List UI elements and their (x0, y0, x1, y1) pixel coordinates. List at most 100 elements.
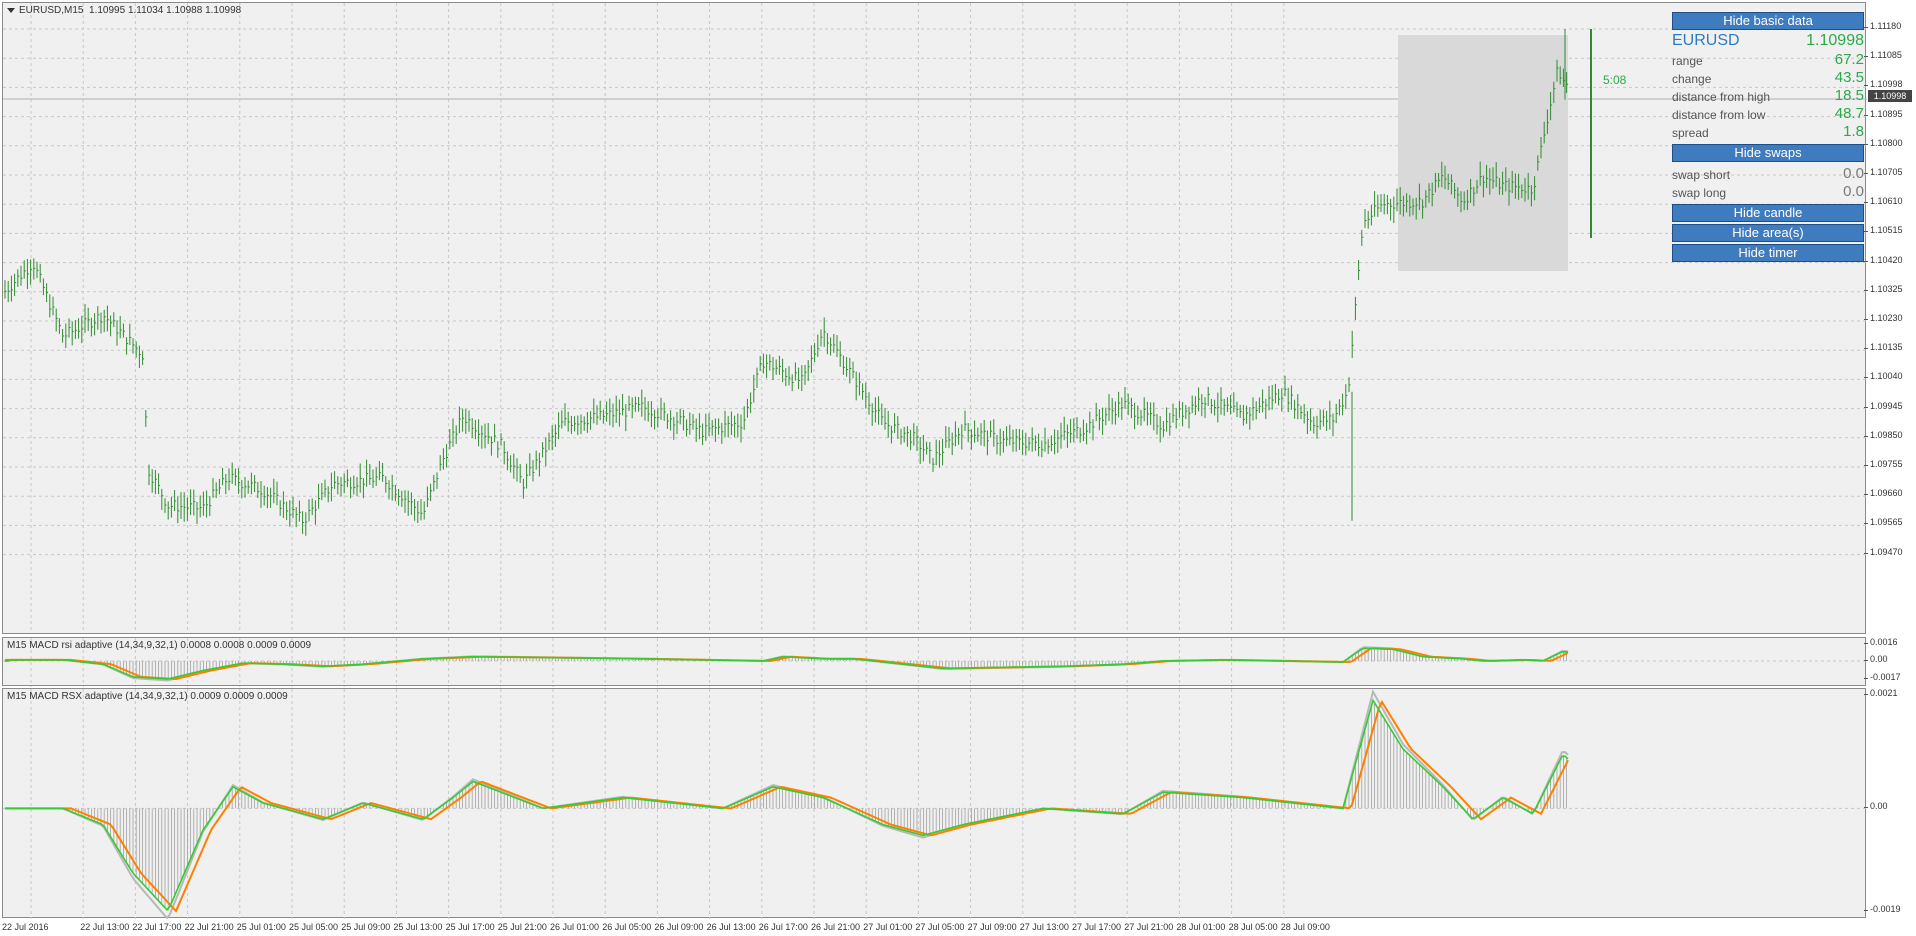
price-bar (407, 490, 410, 516)
time-axis[interactable]: 22 Jul 2016 22 Jul 13:00 22 Jul 17:00 22 Ju… (2, 918, 1866, 936)
price-bar (1444, 165, 1447, 190)
price-bar (1463, 191, 1466, 211)
price-bar (1239, 404, 1242, 418)
price-bar (90, 317, 93, 337)
price-bar (1207, 386, 1210, 406)
price-bar (433, 474, 436, 492)
price-bar (177, 496, 180, 524)
hide-timer-button[interactable]: Hide timer (1672, 244, 1864, 262)
price-bar (785, 368, 788, 387)
stat-row-range: range 67.2 (1672, 50, 1864, 68)
price-bar (1140, 409, 1143, 426)
price-bar (250, 472, 253, 495)
price-bar (708, 413, 711, 436)
price-bar (327, 486, 330, 503)
price-axis[interactable]: 1.11180 1.11085 1.10998 1.10895 1.10800 1.107… (1863, 2, 1916, 632)
time-tick: 26 Jul 13:00 (706, 922, 756, 932)
price-bar (26, 259, 29, 289)
price-bar (183, 492, 186, 522)
indicator-axis[interactable]: 0.0021 0.00 -0.0019 (1864, 688, 1916, 918)
price-bar (999, 428, 1002, 456)
macd-rsx-adaptive-pane[interactable]: M15 MACD RSX adaptive (14,34,9,32,1) 0.0… (2, 688, 1867, 919)
time-tick: 26 Jul 09:00 (654, 922, 704, 932)
price-bar (842, 355, 845, 375)
price-bar (1390, 198, 1393, 221)
price-bar (801, 365, 804, 391)
price-bar (721, 422, 724, 444)
price-bar (1335, 403, 1338, 424)
price-bar (442, 448, 445, 470)
price-chart-pane[interactable]: EURUSD,M15 1.10995 1.11034 1.10988 1.109… (2, 2, 1867, 634)
price-bar (1370, 204, 1373, 226)
price-bar (1454, 182, 1457, 199)
hide-areas-button[interactable]: Hide area(s) (1672, 224, 1864, 242)
price-bar (10, 275, 13, 302)
price-bar (116, 320, 119, 346)
macd-rsi-adaptive-pane[interactable]: M15 MACD rsi adaptive (14,34,9,32,1) 0.0… (2, 637, 1867, 687)
price-bar (676, 412, 679, 435)
hide-basic-data-button[interactable]: Hide basic data (1672, 12, 1864, 30)
price-bar (977, 427, 980, 442)
price-bar (1262, 389, 1265, 413)
hide-swaps-button[interactable]: Hide swaps (1672, 144, 1864, 162)
price-bar (420, 499, 423, 521)
time-tick: 27 Jul 13:00 (1019, 922, 1069, 932)
price-bar (1447, 173, 1450, 190)
price-bar (1060, 422, 1063, 449)
price-bar (1220, 387, 1223, 415)
price-bar (426, 486, 429, 508)
price-bar (1409, 195, 1412, 217)
price-bar (391, 474, 394, 501)
price-tick: 1.10040 (1864, 371, 1903, 382)
price-bar (967, 423, 970, 443)
price-bar (558, 412, 561, 440)
price-bar (132, 338, 135, 354)
price-bar (1450, 174, 1453, 195)
price-bar (196, 501, 199, 524)
price-bar (126, 337, 129, 355)
price-bar (993, 419, 996, 447)
price-bar (148, 464, 151, 486)
price-bar (1326, 410, 1329, 431)
price-bar (346, 469, 349, 488)
price-bar (350, 477, 353, 499)
indicator-axis[interactable]: 0.0016 0.00 -0.0017 (1864, 637, 1916, 686)
price-bar (545, 437, 548, 467)
price-bar (1540, 137, 1543, 159)
price-bar (561, 410, 564, 429)
price-bar (1236, 401, 1239, 418)
stat-value: 67.2 (1834, 51, 1864, 68)
price-bar (1178, 401, 1181, 418)
price-bar (1505, 167, 1508, 192)
price-bar (1185, 404, 1188, 420)
time-tick: 25 Jul 09:00 (341, 922, 391, 932)
price-bar (334, 471, 337, 489)
price-bar (862, 383, 865, 400)
hide-candle-button[interactable]: Hide candle (1672, 204, 1864, 222)
price-bar (1162, 421, 1165, 437)
price-bar (1153, 402, 1156, 431)
price-bar (804, 364, 807, 385)
price-bar (1489, 168, 1492, 195)
indicator-tick: -0.0017 (1864, 672, 1901, 682)
price-bar (964, 410, 967, 431)
price-bar (1274, 383, 1277, 404)
price-bar (692, 414, 695, 430)
price-bar (1466, 189, 1469, 211)
price-bar (878, 396, 881, 425)
price-bar (1175, 407, 1178, 429)
price-bar (881, 403, 884, 426)
price-bar (836, 335, 839, 357)
symbol-row: EURUSD 1.10998 (1672, 32, 1864, 50)
price-bar (94, 313, 97, 336)
price-bar (1514, 173, 1517, 199)
price-bar (100, 312, 103, 334)
price-bar (1486, 164, 1489, 188)
price-bar (1134, 402, 1137, 430)
price-bar (548, 432, 551, 451)
stat-row-change: change 43.5 (1672, 68, 1864, 86)
price-bar (833, 333, 836, 353)
chevron-down-icon[interactable] (7, 7, 15, 13)
price-bar (884, 408, 887, 430)
price-bar (369, 463, 372, 485)
